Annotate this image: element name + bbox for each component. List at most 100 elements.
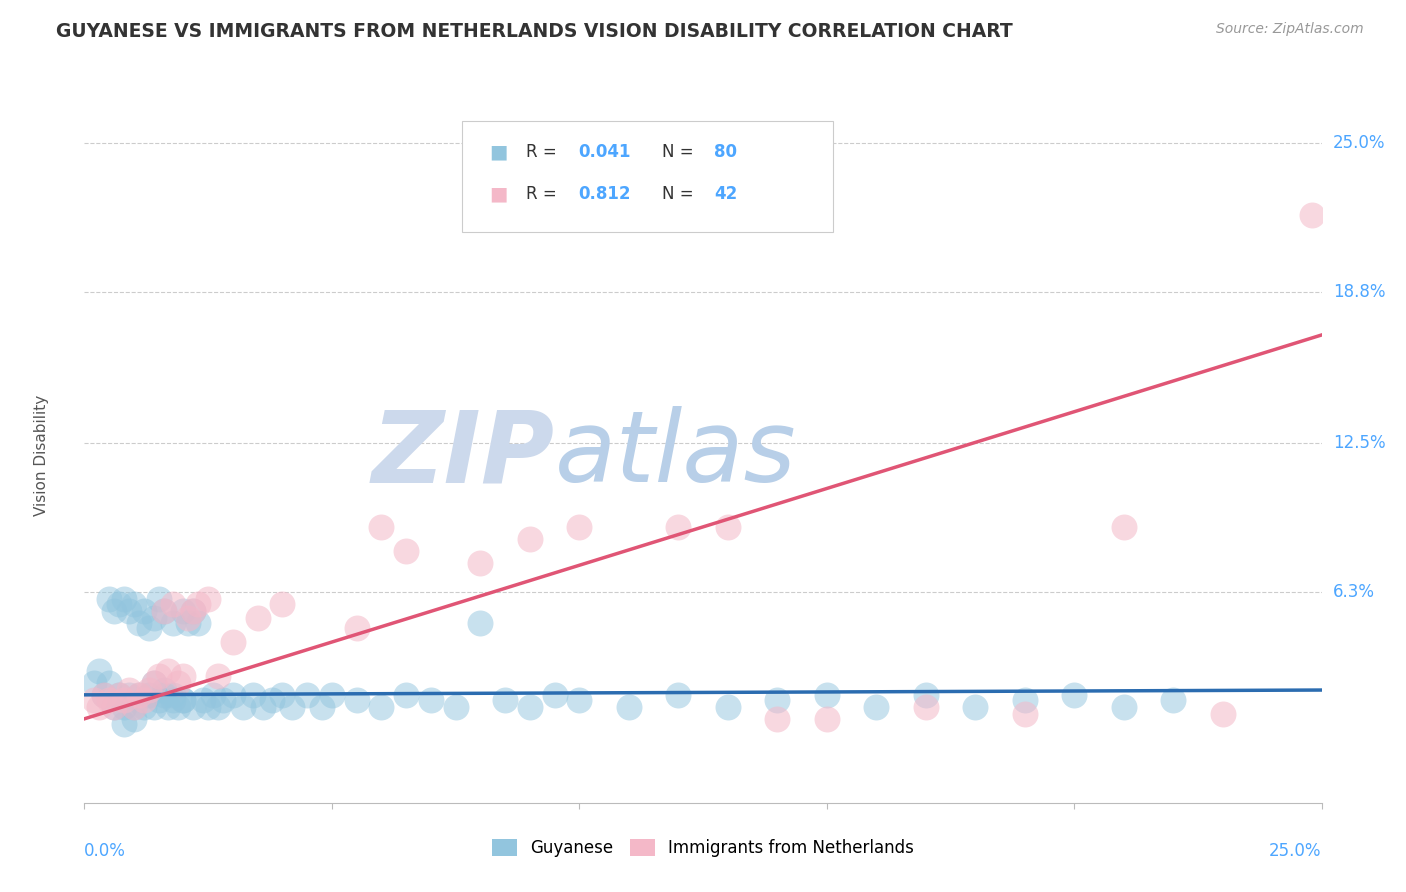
Point [197, 591, 219, 606]
Point [717, 520, 740, 534]
Point [103, 699, 125, 714]
Point [470, 615, 492, 630]
Point [118, 688, 141, 702]
Point [172, 604, 194, 618]
Point [242, 688, 264, 702]
Point [519, 699, 541, 714]
Point [246, 611, 269, 625]
Text: 18.8%: 18.8% [1333, 283, 1385, 301]
Point [128, 688, 150, 702]
Point [112, 591, 135, 606]
Text: atlas: atlas [554, 407, 796, 503]
Point [162, 688, 184, 702]
Point [207, 699, 229, 714]
Point [202, 688, 225, 702]
Point [112, 716, 135, 731]
Point [98, 676, 121, 690]
Point [1112, 520, 1135, 534]
Point [162, 597, 184, 611]
Point [197, 699, 219, 714]
Point [152, 683, 174, 698]
Text: ■: ■ [489, 143, 508, 161]
Point [262, 692, 284, 706]
Point [395, 688, 418, 702]
Point [122, 699, 145, 714]
Point [419, 692, 441, 706]
Point [128, 688, 150, 702]
Text: 12.5%: 12.5% [1333, 434, 1385, 452]
Point [252, 699, 274, 714]
Point [108, 688, 131, 702]
Text: ZIP: ZIP [371, 407, 554, 503]
Point [1212, 706, 1234, 721]
Point [132, 604, 155, 618]
Point [494, 692, 516, 706]
Point [167, 676, 190, 690]
Point [157, 664, 180, 678]
Point [142, 699, 165, 714]
Point [83, 692, 105, 706]
Point [93, 688, 115, 702]
FancyBboxPatch shape [461, 121, 832, 232]
Text: 0.0%: 0.0% [84, 842, 127, 860]
Point [122, 712, 145, 726]
Point [1014, 706, 1036, 721]
Legend: Guyanese, Immigrants from Netherlands: Guyanese, Immigrants from Netherlands [485, 832, 921, 864]
Point [1112, 699, 1135, 714]
Point [914, 699, 936, 714]
Point [187, 597, 209, 611]
Point [138, 683, 160, 698]
Point [568, 692, 591, 706]
Point [370, 520, 392, 534]
Point [132, 699, 155, 714]
Point [815, 712, 838, 726]
Point [271, 597, 294, 611]
Point [122, 699, 145, 714]
Point [132, 692, 155, 706]
Point [470, 556, 492, 570]
Point [543, 688, 565, 702]
Point [89, 699, 111, 714]
Point [162, 692, 184, 706]
Text: R =: R = [526, 144, 562, 161]
Point [172, 668, 194, 682]
Point [346, 692, 368, 706]
Point [148, 591, 170, 606]
Point [1063, 688, 1085, 702]
Point [172, 692, 194, 706]
Point [346, 621, 368, 635]
Point [815, 688, 838, 702]
Text: 0.812: 0.812 [578, 185, 630, 203]
Text: 25.0%: 25.0% [1333, 134, 1385, 152]
Text: GUYANESE VS IMMIGRANTS FROM NETHERLANDS VISION DISABILITY CORRELATION CHART: GUYANESE VS IMMIGRANTS FROM NETHERLANDS … [56, 22, 1012, 41]
Point [865, 699, 887, 714]
Point [766, 712, 789, 726]
Text: 6.3%: 6.3% [1333, 582, 1375, 600]
Point [167, 699, 190, 714]
Point [181, 604, 204, 618]
Point [295, 688, 318, 702]
Point [172, 692, 194, 706]
Point [444, 699, 467, 714]
Point [1014, 692, 1036, 706]
Point [128, 615, 150, 630]
Text: 42: 42 [714, 185, 737, 203]
Text: ■: ■ [489, 185, 508, 203]
Point [766, 692, 789, 706]
Point [152, 688, 174, 702]
Point [98, 692, 121, 706]
Point [152, 604, 174, 618]
Point [112, 699, 135, 714]
Point [138, 621, 160, 635]
Point [93, 688, 115, 702]
Point [89, 664, 111, 678]
Point [148, 668, 170, 682]
Point [191, 692, 214, 706]
Point [162, 615, 184, 630]
Point [177, 611, 200, 625]
Point [157, 699, 180, 714]
Point [914, 688, 936, 702]
Text: N =: N = [662, 185, 699, 203]
Point [666, 520, 689, 534]
Text: R =: R = [526, 185, 562, 203]
